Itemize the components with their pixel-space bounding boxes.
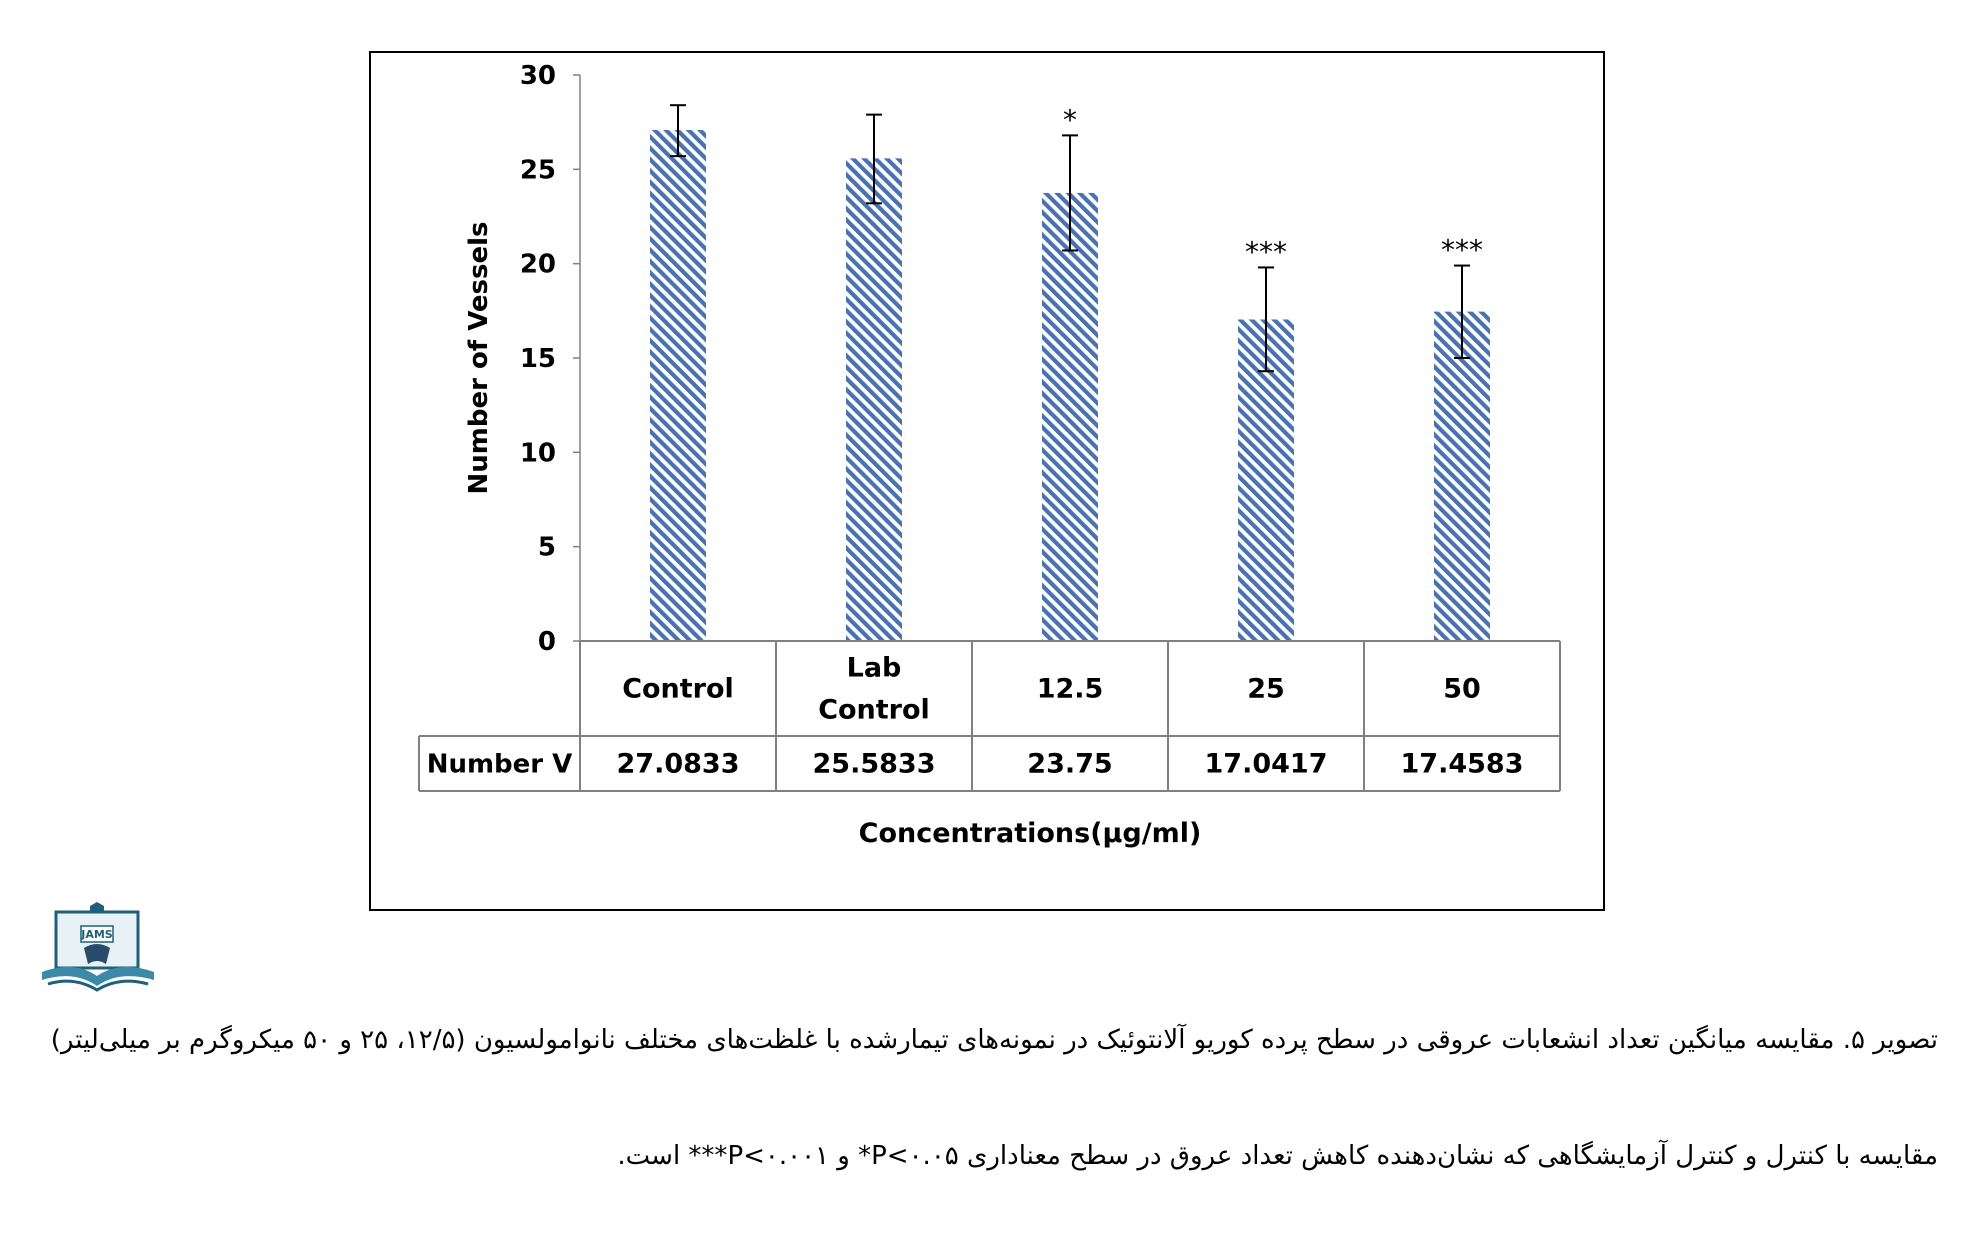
y-tick-label: 30 — [520, 61, 556, 91]
bar — [1238, 319, 1294, 641]
jams-logo: JAMS — [34, 898, 162, 998]
logo-text: JAMS — [80, 928, 113, 941]
data-value-label: 25.5833 — [813, 749, 936, 780]
y-tick-label: 25 — [520, 155, 556, 185]
data-value-label: 27.0833 — [617, 749, 740, 780]
bar — [650, 130, 706, 641]
bar — [1434, 311, 1490, 641]
y-axis-title: Number of Vessels — [464, 221, 494, 494]
data-value-label: 17.0417 — [1205, 749, 1328, 780]
x-category-label: 12.5 — [1037, 674, 1104, 705]
y-tick-label: 10 — [520, 438, 556, 468]
y-tick-label: 0 — [538, 627, 556, 657]
data-value-label: 17.4583 — [1401, 749, 1524, 780]
x-category-label: Control — [622, 674, 734, 705]
x-axis-title: Concentrations(µg/ml) — [859, 818, 1202, 849]
significance-marker: * — [1063, 103, 1077, 136]
x-category-label: Control — [818, 695, 930, 726]
significance-marker: *** — [1441, 234, 1483, 267]
y-tick-label: 5 — [538, 533, 556, 563]
figure-caption-note: مقایسه با کنترل و کنترل آزمایشگاهی که نش… — [617, 1141, 1938, 1171]
significance-marker: *** — [1245, 235, 1287, 268]
x-category-label: Lab — [847, 653, 902, 684]
y-tick-label: 20 — [520, 250, 556, 280]
data-value-label: 23.75 — [1027, 749, 1112, 780]
chart-frame: 0 5 10 15 20 25 30 Number of Vessels * *** *** Cont… — [369, 51, 1605, 911]
x-category-label: 50 — [1443, 674, 1481, 705]
table-row-label: Number V — [427, 750, 573, 780]
x-category-label: 25 — [1247, 674, 1285, 705]
bar — [1042, 192, 1098, 641]
y-tick-label: 15 — [520, 344, 556, 374]
figure-caption: تصویر ۵. مقایسه میانگین تعداد انشعابات ع… — [50, 1025, 1938, 1055]
bar — [846, 158, 902, 641]
